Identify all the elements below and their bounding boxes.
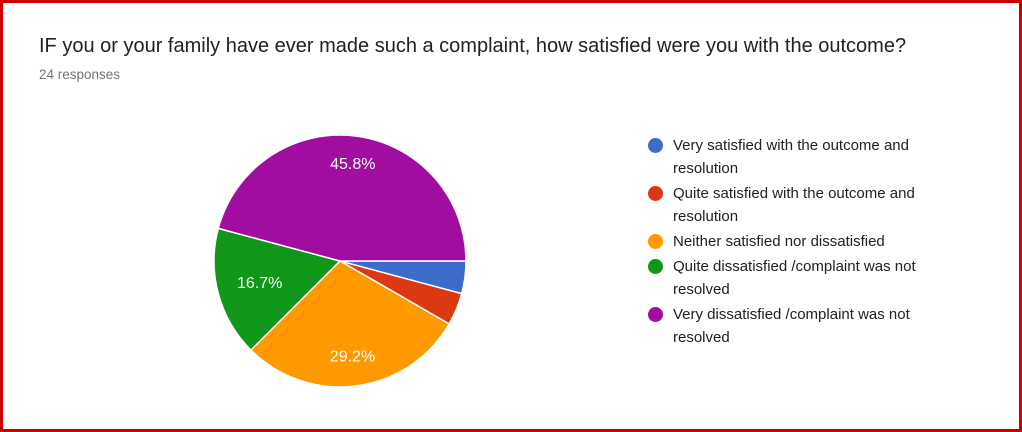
legend-item-2: Neither satisfied nor dissatisfied [648,230,968,253]
pie-slice-percent-label: 16.7% [237,275,282,292]
legend-label: Quite dissatisfied /complaint was not re… [673,258,916,298]
legend-label: Neither satisfied nor dissatisfied [673,233,885,250]
legend-label: Very dissatisfied /complaint was not res… [673,306,910,346]
legend-dot-icon [648,234,663,249]
legend-item-4: Very dissatisfied /complaint was not res… [648,303,968,349]
pie-slice-percent-label: 45.8% [330,156,375,173]
legend-dot-icon [648,307,663,322]
response-count: 24 responses [39,67,121,82]
legend-dot-icon [648,259,663,274]
legend-item-1: Quite satisfied with the outcome and res… [648,182,968,228]
question-title: IF you or your family have ever made suc… [39,35,907,57]
legend-dot-icon [648,186,663,201]
pie-slice-2[interactable] [249,260,451,388]
legend-label: Quite satisfied with the outcome and res… [673,185,915,225]
pie-chart: 29.2% 16.7% 45.8% [213,134,467,388]
pie-slice-4[interactable] [217,134,467,262]
legend-item-3: Quite dissatisfied /complaint was not re… [648,255,968,301]
pie-slice-3[interactable] [213,227,342,352]
legend-item-0: Very satisfied with the outcome and reso… [648,134,968,180]
pie-slice-percent-label: 29.2% [330,349,375,366]
legend-label: Very satisfied with the outcome and reso… [673,137,909,177]
legend-dot-icon [648,138,663,153]
chart-legend: Very satisfied with the outcome and reso… [648,134,968,351]
